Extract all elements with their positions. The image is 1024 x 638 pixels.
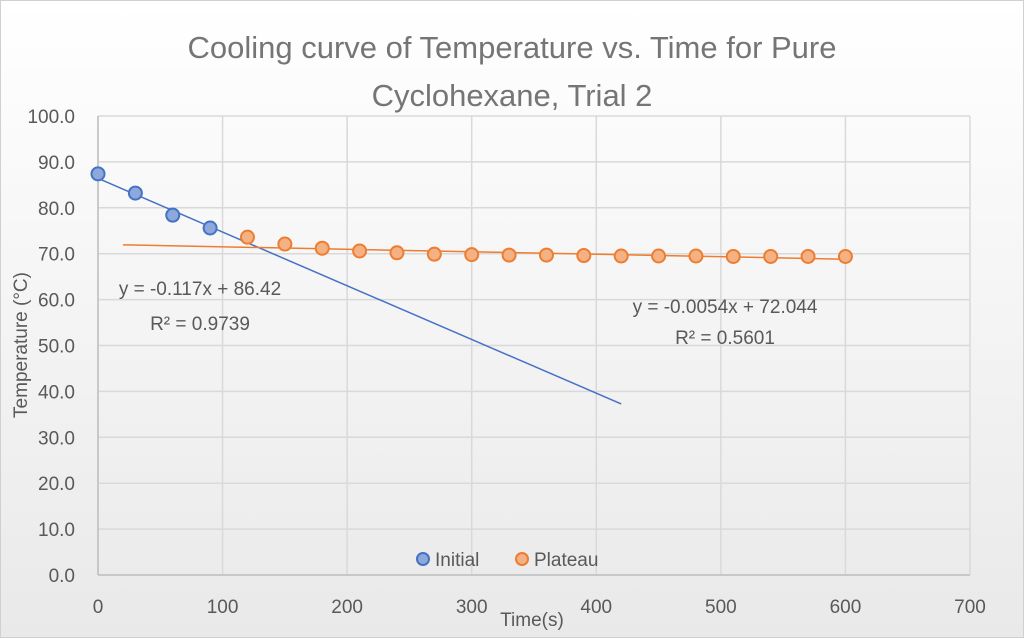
x-tick-label: 100 xyxy=(207,597,239,618)
data-point-plateau xyxy=(239,229,255,245)
data-point-plateau xyxy=(763,248,779,264)
data-point-initial xyxy=(90,166,106,182)
x-tick-label: 700 xyxy=(954,597,986,618)
data-point-plateau xyxy=(464,247,480,263)
data-point-initial xyxy=(202,220,218,236)
y-tick-label: 30.0 xyxy=(38,428,75,449)
y-tick-label: 0.0 xyxy=(49,566,75,587)
y-tick-label: 80.0 xyxy=(38,199,75,220)
chart-title-line-1: Cooling curve of Temperature vs. Time fo… xyxy=(188,30,837,65)
y-axis-label: Temperature (°C) xyxy=(11,272,32,418)
data-point-plateau xyxy=(688,248,704,264)
data-point-plateau xyxy=(800,248,816,264)
x-tick-label: 300 xyxy=(456,597,488,618)
data-point-plateau xyxy=(651,248,667,264)
y-tick-label: 50.0 xyxy=(38,337,75,358)
legend-label-plateau: Plateau xyxy=(534,550,598,571)
trendline-plateau xyxy=(122,244,846,260)
data-point-plateau xyxy=(352,243,368,259)
data-point-plateau xyxy=(576,248,592,264)
x-tick-label: 600 xyxy=(830,597,862,618)
data-point-initial xyxy=(165,207,181,223)
y-tick-label: 100.0 xyxy=(27,107,75,128)
x-tick-label: 500 xyxy=(705,597,737,618)
data-point-plateau xyxy=(725,248,741,264)
legend: Initial Plateau xyxy=(416,550,598,571)
data-point-plateau xyxy=(389,245,405,261)
trendline-r2-initial: R² = 0.9739 xyxy=(150,314,250,335)
y-tick-label: 40.0 xyxy=(38,382,75,403)
x-tick-label: 400 xyxy=(580,597,612,618)
data-point-plateau xyxy=(426,246,442,262)
data-point-plateau xyxy=(837,248,853,264)
trendline-equation-plateau: y = -0.0054x + 72.044 xyxy=(633,297,818,318)
x-tick-label: 0 xyxy=(93,597,104,618)
y-tick-label: 60.0 xyxy=(38,291,75,312)
data-point-initial xyxy=(127,185,143,201)
x-axis-label: Time(s) xyxy=(500,610,564,631)
y-tick-label: 10.0 xyxy=(38,520,75,541)
chart-title-line-2: Cyclohexane, Trial 2 xyxy=(372,78,653,113)
trendline-initial xyxy=(97,177,622,405)
legend-label-initial: Initial xyxy=(435,550,479,571)
trendline-r2-plateau: R² = 0.5601 xyxy=(675,328,775,349)
data-point-plateau xyxy=(314,240,330,256)
data-point-plateau xyxy=(501,247,517,263)
legend-marker-plateau xyxy=(515,552,529,566)
trendline-equation-initial: y = -0.117x + 86.42 xyxy=(119,279,281,300)
y-tick-label: 70.0 xyxy=(38,245,75,266)
y-tick-label: 90.0 xyxy=(38,153,75,174)
y-tick-label: 20.0 xyxy=(38,474,75,495)
data-point-plateau xyxy=(538,247,554,263)
data-point-plateau xyxy=(613,248,629,264)
legend-marker-initial xyxy=(416,552,430,566)
x-tick-label: 200 xyxy=(331,597,363,618)
data-point-plateau xyxy=(277,236,293,252)
